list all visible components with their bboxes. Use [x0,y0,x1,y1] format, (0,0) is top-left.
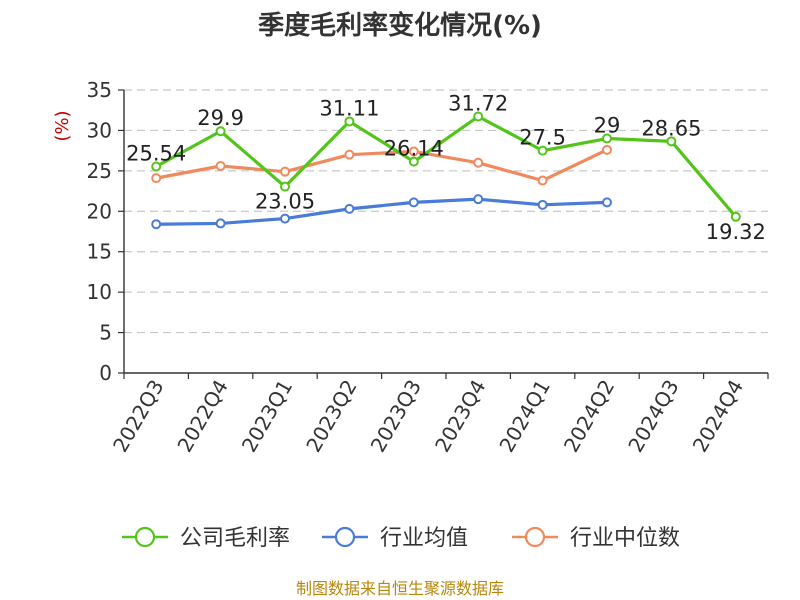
legend-label: 行业中位数 [570,526,680,551]
x-tick-label: 2023Q1 [237,376,297,457]
data-point[interactable] [344,116,355,127]
legend-item[interactable]: 公司毛利率 [122,526,290,551]
x-tick-label: 2022Q4 [172,376,232,457]
series-line [155,148,608,183]
y-tick-label: 30 [87,118,112,142]
series-line [155,114,738,218]
series-points [151,111,741,230]
legend-marker [334,526,356,548]
data-label: 23.05 [255,190,315,214]
x-tick-label: 2024Q2 [559,376,619,457]
data-label: 28.65 [641,116,701,140]
data-point[interactable] [602,197,612,208]
source-note: 制图数据来自恒生聚源数据库 [296,579,504,598]
x-tick-label: 2024Q4 [688,376,748,457]
data-point[interactable] [730,211,741,222]
gridlines [124,89,768,334]
data-point[interactable] [344,203,355,214]
x-tick-label: 2022Q3 [108,376,168,457]
data-label: 25.54 [126,141,186,165]
axes [118,89,769,379]
legend-marker [524,526,546,548]
data-point[interactable] [473,157,484,168]
data-point[interactable] [666,136,677,147]
data-label: 27.5 [519,126,566,150]
data-point[interactable] [151,161,162,172]
series-lines [155,114,738,226]
data-label: 31.11 [319,96,379,120]
y-tick-label: 5 [99,321,112,345]
data-point[interactable] [602,144,612,155]
data-point[interactable] [280,166,290,177]
series-line [156,197,608,226]
data-point[interactable] [408,156,419,167]
y-tick-label: 10 [87,280,112,304]
data-point[interactable] [537,199,548,210]
data-point[interactable] [602,133,612,144]
y-tick-label: 20 [87,199,112,223]
x-tick-label: 2023Q4 [430,376,490,457]
data-point[interactable] [408,197,419,208]
data-point[interactable] [344,149,355,160]
data-label: 26.14 [384,137,444,161]
data-point[interactable] [537,175,548,186]
data-point[interactable] [215,126,226,137]
y-tick-label: 15 [87,240,112,264]
y-tick-label: 0 [99,361,112,385]
y-tick-labels: 0 5 10 15 20 25 30 35 [87,78,112,385]
x-tick-labels: 2022Q3 2022Q4 2023Q1 2023Q2 2023Q3 2023Q4 2024… [108,376,748,457]
legend-label: 行业均值 [380,526,468,551]
chart-title: 季度毛利率变化情况(%) [258,10,542,41]
data-label: 19.32 [706,220,766,244]
legend-item[interactable]: 行业中位数 [512,526,680,551]
data-point[interactable] [280,213,290,224]
data-label: 31.72 [448,92,508,116]
y-tick-label: 25 [87,159,112,183]
data-point[interactable] [215,161,226,172]
legend-marker [134,526,156,548]
data-point[interactable] [151,173,162,184]
y-tick-label: 35 [87,78,112,102]
data-point[interactable] [215,218,226,229]
y-axis-label: (%) [52,110,73,141]
data-point[interactable] [280,181,290,192]
data-label: 29 [594,114,621,138]
x-tick-label: 2024Q1 [494,376,554,457]
data-point[interactable] [151,219,162,230]
legend-label: 公司毛利率 [180,526,290,551]
data-point[interactable] [473,111,484,122]
legend-item[interactable]: 行业均值 [322,526,468,551]
data-point[interactable] [408,146,419,157]
x-tick-label: 2023Q3 [366,376,426,457]
legend[interactable]: 公司毛利率 行业均值 行业中位数 [122,526,680,551]
data-point[interactable] [473,194,484,205]
data-point[interactable] [537,145,548,156]
data-label: 29.9 [197,106,244,130]
x-tick-label: 2023Q2 [301,376,361,457]
x-tick-label: 2024Q3 [623,376,683,457]
